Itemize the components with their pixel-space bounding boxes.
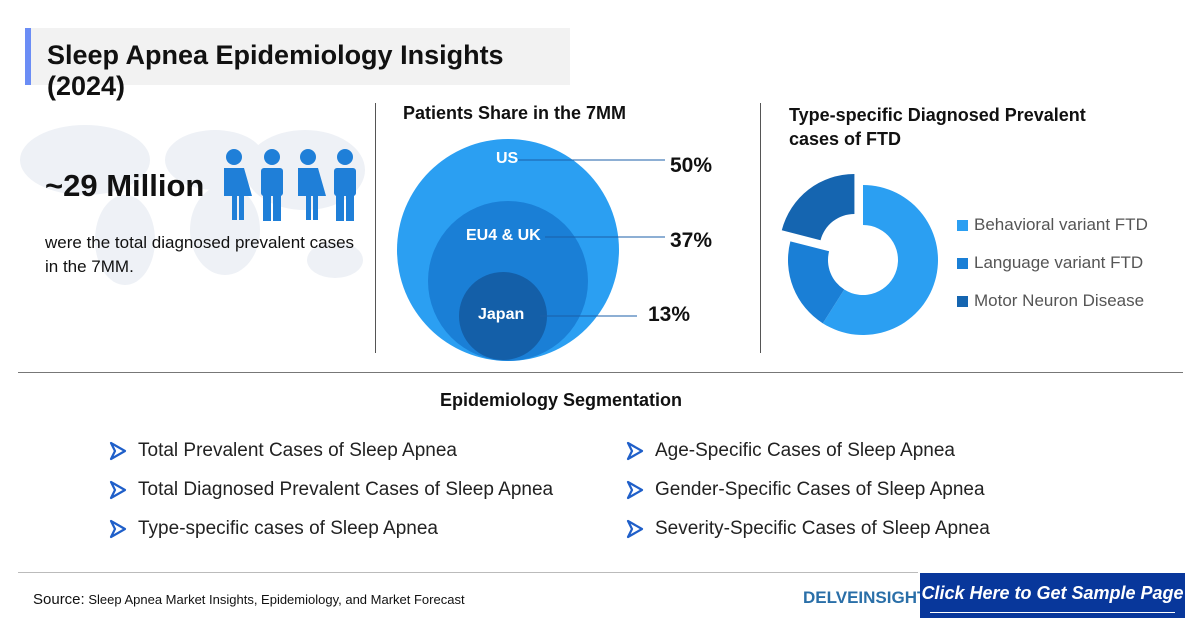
segmentation-label: Total Diagnosed Prevalent Cases of Sleep… <box>138 478 554 500</box>
divider <box>18 572 918 573</box>
segmentation-item: Severity-Specific Cases of Sleep Apnea <box>625 509 990 548</box>
us-label: US <box>496 150 519 167</box>
segmentation-label: Age-Specific Cases of Sleep Apnea <box>655 439 955 461</box>
eu-value: 37% <box>670 229 713 252</box>
segmentation-item: Total Prevalent Cases of Sleep Apnea <box>108 431 553 470</box>
donut-slice-1 <box>788 241 845 324</box>
segmentation-title: Epidemiology Segmentation <box>440 390 683 410</box>
divider <box>18 372 1183 373</box>
ftd-donut-chart <box>781 173 938 335</box>
donut-slice-0 <box>822 185 938 335</box>
legend-item: Motor Neuron Disease <box>957 282 1148 320</box>
share-circles <box>397 139 665 361</box>
source-text: Sleep Apnea Market Insights, Epidemiolog… <box>88 592 465 607</box>
legend-swatch <box>957 295 968 307</box>
legend-swatch <box>957 219 968 231</box>
title-banner: Sleep Apnea Epidemiology Insights (2024) <box>25 28 570 101</box>
japan-circle <box>459 272 547 360</box>
chevron-right-icon <box>109 441 127 460</box>
legend-swatch <box>957 257 968 269</box>
japan-label: Japan <box>478 306 525 323</box>
segmentation-item: Type-specific cases of Sleep Apnea <box>108 509 553 548</box>
chevron-right-icon <box>626 441 644 460</box>
world-map-icon <box>20 125 365 285</box>
legend-item: Behavioral variant FTD <box>957 206 1148 244</box>
japan-value: 13% <box>648 303 691 326</box>
chevron-right-icon <box>626 519 644 538</box>
segmentation-item: Total Diagnosed Prevalent Cases of Sleep… <box>108 470 553 509</box>
legend-label: Language variant FTD <box>974 253 1144 272</box>
source-label: Source: <box>33 591 85 608</box>
stat-value: ~29 Million <box>45 168 205 203</box>
segmentation-item: Age-Specific Cases of Sleep Apnea <box>625 431 990 470</box>
source: Source: Sleep Apnea Market Insights, Epi… <box>33 591 465 608</box>
donut-slice-2 <box>781 173 855 241</box>
chevron-right-icon <box>109 519 127 538</box>
segmentation-label: Total Prevalent Cases of Sleep Apnea <box>138 439 457 461</box>
segmentation-item: Gender-Specific Cases of Sleep Apnea <box>625 470 990 509</box>
get-sample-page-button[interactable]: Click Here to Get Sample Page <box>920 573 1185 618</box>
chevron-right-icon <box>109 480 127 499</box>
segmentation-label: Gender-Specific Cases of Sleep Apnea <box>655 478 985 500</box>
eu-label: EU4 & UK <box>466 227 541 244</box>
legend-item: Language variant FTD <box>957 244 1148 282</box>
delveinsight-logo: DELVEINSIGHT <box>803 588 928 607</box>
ftd-title: Type-specific Diagnosed Prevalent cases … <box>789 105 1086 149</box>
people-icon <box>224 149 356 221</box>
us-value: 50% <box>670 154 713 177</box>
chevron-right-icon <box>626 480 644 499</box>
page-title: Sleep Apnea Epidemiology Insights (2024) <box>47 40 504 101</box>
stat-caption: were the total diagnosed prevalent cases… <box>45 233 355 276</box>
divider <box>760 103 761 353</box>
divider <box>375 103 376 353</box>
legend-label: Motor Neuron Disease <box>974 291 1145 310</box>
segmentation-label: Severity-Specific Cases of Sleep Apnea <box>655 517 990 539</box>
legend-label: Behavioral variant FTD <box>974 215 1148 234</box>
segmentation-label: Type-specific cases of Sleep Apnea <box>138 517 438 539</box>
share-title: Patients Share in the 7MM <box>403 103 627 123</box>
